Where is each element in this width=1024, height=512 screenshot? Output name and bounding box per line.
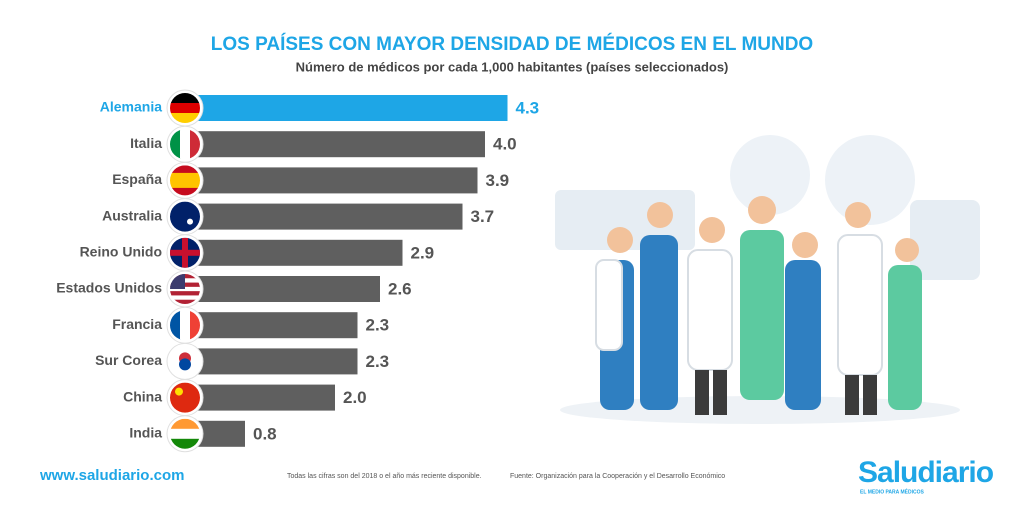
flag-stripe — [170, 129, 181, 160]
category-label: Alemania — [100, 99, 162, 115]
category-label: Sur Corea — [95, 352, 162, 368]
bar — [185, 276, 380, 302]
flag-star — [187, 218, 193, 225]
flag-stripe — [170, 165, 200, 174]
bar — [185, 348, 358, 375]
source: Fuente: Organización para la Cooperación… — [510, 473, 725, 480]
chart-subtitle: Número de médicos por cada 1,000 habitan… — [296, 59, 729, 74]
flag-stripe — [190, 310, 200, 341]
flag-stripe — [170, 113, 200, 123]
category-label: Italia — [130, 135, 162, 151]
category-label: China — [123, 388, 162, 404]
flag-stripe — [170, 295, 200, 301]
illustration — [555, 135, 980, 424]
category-label: Reino Unido — [80, 244, 162, 260]
flag-stripe — [170, 418, 200, 430]
flag-emblem — [179, 358, 191, 371]
category-label: Estados Unidos — [56, 280, 162, 296]
flag-stripe — [170, 382, 200, 413]
bar — [185, 312, 358, 339]
category-label: Francia — [112, 316, 162, 332]
brand-tagline: EL MEDIO PARA MÉDICOS — [860, 487, 924, 495]
website: www.saludiario.com — [39, 467, 184, 484]
value-label: 2.0 — [343, 388, 367, 407]
flag-stripe — [170, 286, 200, 292]
value-label: 2.6 — [388, 279, 412, 298]
flag-stripe — [170, 180, 200, 189]
bar — [185, 239, 403, 266]
flag-stripe — [170, 438, 200, 449]
flag-stripe — [170, 299, 200, 304]
flag — [170, 382, 200, 413]
bar — [185, 131, 485, 158]
footnote: Todas las cifras son del 2018 o el año m… — [287, 473, 482, 480]
value-label: 0.8 — [253, 424, 277, 443]
value-label: 4.3 — [516, 98, 540, 117]
value-label: 2.9 — [411, 243, 435, 262]
flag-stripe — [170, 187, 200, 196]
flag — [170, 310, 200, 341]
value-label: 3.9 — [486, 171, 510, 190]
bar — [185, 384, 335, 411]
flag — [170, 201, 200, 232]
flag-cross — [170, 249, 200, 256]
flag-star — [175, 387, 183, 396]
flag-stripe — [180, 310, 191, 341]
flag — [170, 274, 200, 304]
brand-logo: Saludiario — [858, 456, 994, 489]
flag-stripe — [190, 129, 200, 160]
flag-stripe — [170, 103, 200, 114]
category-label: India — [129, 425, 162, 441]
flag — [170, 346, 200, 377]
flag-stripe — [170, 172, 200, 181]
bar — [185, 95, 508, 121]
flag-stripe — [170, 291, 200, 296]
flag-stripe — [180, 129, 191, 160]
category-label: España — [112, 171, 162, 187]
bar — [185, 167, 478, 194]
category-label: Australia — [102, 207, 162, 223]
value-label: 4.0 — [493, 135, 517, 154]
flag-stripe — [170, 310, 181, 341]
flag — [170, 129, 200, 160]
flag-stripe — [170, 93, 200, 104]
flag — [170, 165, 200, 196]
chart-title: LOS PAÍSES CON MAYOR DENSIDAD DE MÉDICOS… — [211, 33, 813, 55]
value-label: 2.3 — [366, 316, 390, 335]
bar — [185, 203, 463, 230]
flag — [170, 93, 200, 123]
flag — [170, 418, 200, 449]
value-label: 2.3 — [366, 352, 390, 371]
value-label: 3.7 — [471, 207, 495, 226]
flag-stripe — [170, 201, 200, 232]
flag-stripe — [170, 428, 200, 440]
flag — [170, 237, 200, 268]
